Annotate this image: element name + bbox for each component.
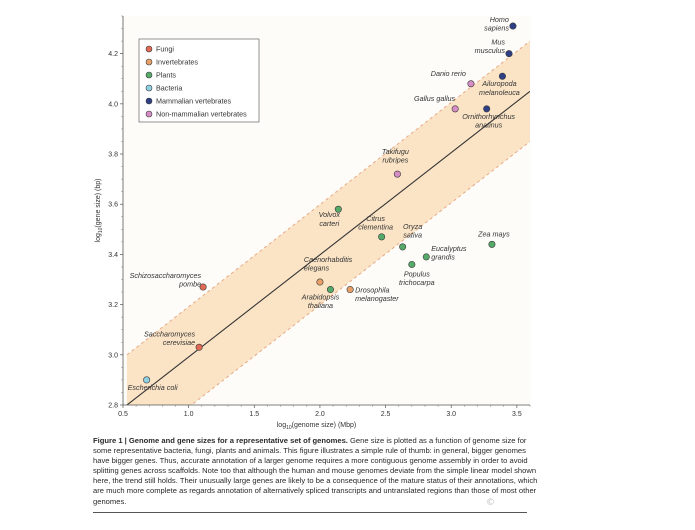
data-point-label: Escherichia coli	[128, 383, 178, 392]
figure-caption: Figure 1 | Genome and gene sizes for a r…	[93, 436, 543, 507]
data-point	[505, 50, 513, 58]
confidence-band	[126, 41, 530, 405]
legend-marker	[145, 97, 153, 105]
data-point-label: Drosophila melanogaster	[355, 286, 399, 304]
data-point	[326, 286, 334, 294]
data-point	[451, 105, 459, 113]
data-point	[199, 283, 207, 291]
y-tick-label: 3.2	[108, 302, 118, 309]
x-tick-label: 1.0	[184, 411, 194, 418]
data-point	[467, 80, 475, 88]
y-tick-label: 2.8	[108, 403, 118, 410]
data-point-label: Zea mays	[477, 229, 510, 238]
data-point-label: Schizosaccharomyces pombe	[130, 271, 202, 289]
data-point	[346, 286, 354, 294]
legend: Fungi Invertebrates Plants Bacteria Mammalia…	[138, 38, 260, 123]
legend-marker	[145, 45, 153, 53]
data-point	[316, 278, 324, 286]
data-point	[408, 260, 416, 268]
x-tick-label: 2.0	[315, 411, 325, 418]
data-point	[143, 376, 151, 384]
legend-label: Plants	[156, 71, 176, 80]
data-point-label: Eucalyptus grandis	[431, 244, 467, 262]
x-axis-title: log10(genome size) (Mbp)	[277, 422, 356, 430]
data-point-label: Danio rerio	[431, 69, 466, 78]
caption-text: Gene size is plotted as a function of ge…	[93, 436, 538, 506]
data-point	[195, 343, 203, 351]
data-point-label: Saccharomyces cerevisiae	[144, 329, 196, 347]
data-point-label: Ailuropoda melanoleuca	[479, 79, 520, 97]
caption-figure-label: Figure 1 | Genome and gene sizes for a r…	[93, 436, 348, 445]
data-point	[509, 22, 517, 30]
data-point-label: Populus trichocarpa	[399, 269, 435, 287]
data-point-label: Homo sapiens	[484, 15, 509, 33]
plot-area: 0.5 1.0 1.5 2.0 2.5 3.0 3.5 2.8 3.0 3.2 3.4 3.6 3.8 4…	[95, 15, 531, 430]
legend-label: Non-mammalian vertebrates	[156, 110, 247, 119]
data-point-label: Mus musculus	[475, 38, 506, 56]
y-tick-label: 4.2	[108, 51, 118, 58]
data-point	[488, 240, 496, 248]
legend-label: Mammalian vertebrates	[156, 97, 232, 106]
scatter-chart: 0.5 1.0 1.5 2.0 2.5 3.0 3.5 2.8 3.0 3.2 3.4 3.6 3.8 4…	[95, 15, 531, 430]
x-tick-label: 3.0	[446, 411, 456, 418]
upper-band-line	[126, 40, 530, 356]
y-axis-title: log10(gene size) (bp)	[95, 179, 104, 243]
x-tick-label: 0.5	[118, 411, 128, 418]
watermark-icon: ©	[486, 498, 495, 508]
trend-line	[126, 90, 530, 405]
lower-band-line	[190, 141, 530, 405]
data-point	[399, 243, 407, 251]
legend-marker	[145, 110, 153, 118]
legend-marker	[145, 71, 153, 79]
y-tick-label: 4.0	[108, 101, 118, 108]
data-point-label: Oryza sativa	[403, 222, 422, 240]
data-point-label: Caenorhabditis elegans	[304, 255, 353, 273]
y-tick-label: 3.8	[108, 152, 118, 159]
data-point-label: Ornithorhynchus anatinus	[462, 112, 515, 130]
legend-label: Fungi	[156, 45, 174, 54]
legend-label: Invertebrates	[156, 58, 198, 67]
legend-marker	[145, 84, 153, 92]
y-tick-label: 3.4	[108, 252, 118, 259]
data-point	[378, 233, 386, 241]
x-tick-label: 2.5	[381, 411, 391, 418]
trend-group	[126, 40, 530, 405]
data-point-label: Takifugu rubripes	[382, 147, 409, 165]
legend-marker	[145, 58, 153, 66]
data-point	[393, 170, 401, 178]
data-point-label: Arabidopsis thaliana	[301, 293, 340, 311]
data-point-label: Volvox carteri	[319, 210, 341, 228]
y-tick-label: 3.6	[108, 202, 118, 209]
x-tick-label: 1.5	[249, 411, 259, 418]
legend-label: Bacteria	[156, 84, 182, 93]
data-point	[483, 105, 491, 113]
legend-box	[138, 38, 260, 123]
x-tick-label: 3.5	[512, 411, 522, 418]
data-point-label: Citrus clementina	[358, 214, 393, 232]
data-point	[334, 205, 342, 213]
data-point-label: Gallus gallus	[414, 94, 456, 103]
data-point	[422, 253, 430, 261]
caption-divider	[93, 512, 527, 513]
y-tick-label: 3.0	[108, 352, 118, 359]
data-point	[498, 72, 506, 80]
